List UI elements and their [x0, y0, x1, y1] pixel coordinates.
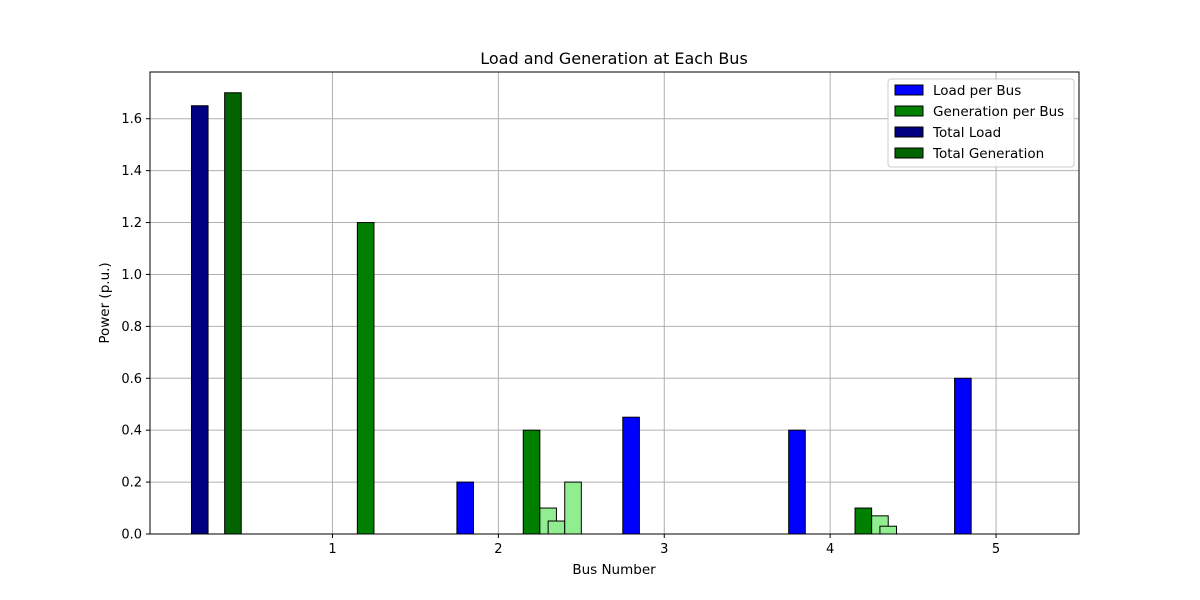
y-tick-label: 0.4 [121, 424, 142, 439]
x-tick-label: 1 [328, 542, 336, 557]
legend-label: Generation per Bus [933, 104, 1064, 120]
legend-label: Total Load [932, 125, 1001, 141]
load-per-bus-bar [622, 416, 640, 535]
generator-bar [547, 520, 566, 535]
generator-bar [879, 525, 898, 535]
x-tick-label: 4 [826, 542, 834, 557]
load-per-bus-bar [456, 481, 474, 535]
plot-frame [149, 71, 1080, 535]
generator-bar [564, 481, 582, 535]
legend-swatch [894, 84, 924, 96]
x-axis-label: Bus Number [572, 562, 656, 578]
generation-per-bus-bar [854, 507, 873, 535]
chart-title: Load and Generation at Each Bus [480, 49, 748, 68]
y-tick-label: 0.6 [121, 372, 142, 387]
legend-swatch [894, 105, 924, 117]
legend-swatch [894, 147, 924, 159]
load-per-bus-bar [788, 429, 806, 535]
x-tick-label: 2 [494, 542, 502, 557]
load-per-bus-bar [954, 377, 972, 535]
y-tick-label: 0.2 [121, 476, 142, 491]
legend-box [887, 78, 1075, 168]
generation-per-bus-bar [356, 222, 375, 535]
x-tick-label: 3 [660, 542, 668, 557]
y-tick-label: 1.4 [121, 164, 142, 179]
y-tick-label: 0.0 [121, 528, 142, 543]
legend-label: Load per Bus [933, 83, 1021, 99]
x-axis-ticks: 1 2 3 4 5 [328, 534, 1000, 557]
total-load-bar [190, 105, 209, 535]
total-generation-bar [224, 92, 242, 535]
legend: Load per Bus Generation per Bus Total Load… [887, 78, 1075, 168]
y-tick-label: 1.0 [121, 268, 142, 283]
bars [190, 92, 972, 535]
y-tick-label: 1.2 [121, 216, 142, 231]
y-tick-label: 1.6 [121, 112, 142, 127]
generation-per-bus-bar [522, 429, 541, 535]
y-axis-label: Power (p.u.) [97, 262, 113, 343]
y-axis-ticks: 0.0 0.2 0.4 0.6 0.8 1.0 1.2 1.4 1.6 [121, 112, 150, 543]
legend-label: Total Generation [932, 146, 1044, 162]
y-tick-label: 0.8 [121, 320, 142, 335]
x-tick-label: 5 [992, 542, 1000, 557]
legend-swatch [894, 126, 924, 138]
